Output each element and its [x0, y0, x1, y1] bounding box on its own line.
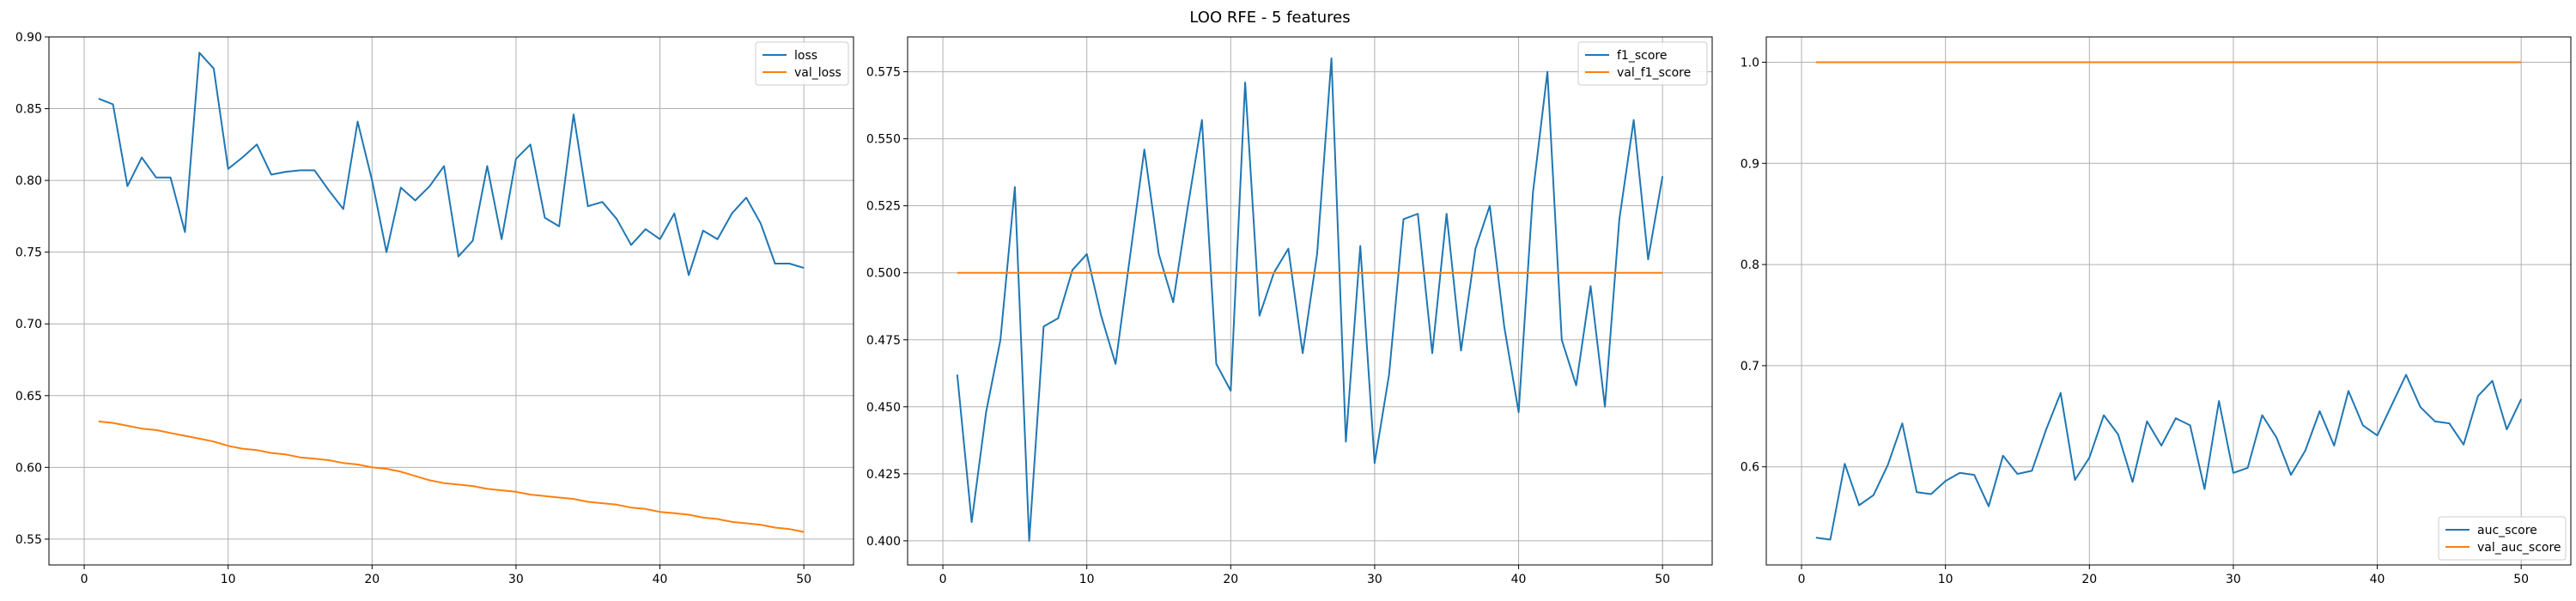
series-line-f1-score [956, 58, 1664, 542]
y-tick-label: 1.0 [1741, 56, 1759, 70]
y-tick-label: 0.6 [1741, 461, 1759, 475]
y-tick-label: 0.65 [15, 390, 42, 404]
y-tick-label: 0.400 [866, 535, 901, 549]
figure-title: LOO RFE - 5 features [1189, 9, 1350, 27]
x-tick-label: 50 [1655, 573, 1670, 586]
axes-frame [907, 36, 1713, 566]
x-tick-label: 40 [2370, 573, 2385, 586]
x-tick-label: 30 [508, 573, 524, 586]
series-line-auc-score [1815, 373, 2523, 541]
subplot-f1-score: 0 10 20 30 40 50 0.400 0.425 0.450 0.475 0.500 0.52… [866, 36, 1713, 586]
x-tick-label: 30 [1367, 573, 1382, 586]
y-tick-label: 0.475 [866, 334, 901, 348]
y-tick-label: 0.8 [1741, 258, 1759, 272]
x-tick-label: 30 [2226, 573, 2241, 586]
y-tick-label: 0.70 [15, 318, 42, 331]
legend-label: f1_score [1617, 49, 1667, 63]
x-tick-label: 20 [364, 573, 380, 586]
x-tick-label: 0 [1798, 573, 1806, 586]
y-tick-label: 0.575 [866, 66, 901, 80]
x-tick-label: 10 [221, 573, 236, 586]
x-tick-label: 40 [1511, 573, 1527, 586]
legend: f1_score val_f1_score [1577, 41, 1708, 86]
y-tick-label: 0.500 [866, 267, 901, 281]
x-tick-label: 10 [1079, 573, 1095, 586]
axes-frame [48, 36, 854, 566]
series-line-val-loss [98, 420, 805, 533]
y-tick-label: 0.55 [15, 533, 42, 547]
y-tick-label: 0.80 [15, 174, 42, 188]
y-tick-label: 0.60 [15, 461, 42, 475]
x-tick-label: 0 [939, 573, 947, 586]
y-tick-label: 0.525 [866, 200, 901, 214]
series-line-loss [98, 52, 805, 276]
x-tick-label: 20 [2081, 573, 2097, 586]
axes-frame [1765, 36, 2572, 566]
legend-label: val_f1_score [1617, 66, 1691, 80]
legend: loss val_loss [755, 41, 849, 86]
y-tick-label: 0.7 [1741, 360, 1759, 373]
legend-label: loss [794, 49, 817, 63]
x-tick-label: 50 [796, 573, 811, 586]
y-tick-label: 0.425 [866, 468, 901, 482]
y-tick-label: 0.90 [15, 31, 42, 45]
y-tick-label: 0.550 [866, 133, 901, 147]
legend-box [1577, 41, 1708, 86]
legend-label: auc_score [2477, 524, 2537, 537]
x-tick-label: 50 [2513, 573, 2529, 586]
legend-label: val_loss [794, 66, 841, 80]
x-tick-label: 40 [653, 573, 668, 586]
legend-box [755, 41, 849, 86]
y-tick-label: 0.450 [866, 401, 901, 415]
y-tick-label: 0.75 [15, 246, 42, 260]
subplot-loss: 0 10 20 30 40 50 0.55 0.60 0.65 0.70 0.75 0.80 0.85 0… [15, 31, 854, 586]
x-tick-label: 10 [1938, 573, 1953, 586]
y-tick-label: 0.9 [1741, 157, 1759, 171]
subplot-auc-score: 0 10 20 30 40 50 0.6 0.7 0.8 0.9 1.0 auc_score val_a… [1741, 36, 2572, 586]
legend: auc_score val_auc_score [2438, 516, 2567, 561]
legend-box [2438, 516, 2567, 561]
x-tick-label: 0 [81, 573, 88, 586]
y-tick-label: 0.85 [15, 103, 42, 117]
x-tick-label: 20 [1223, 573, 1238, 586]
legend-label: val_auc_score [2477, 541, 2561, 555]
